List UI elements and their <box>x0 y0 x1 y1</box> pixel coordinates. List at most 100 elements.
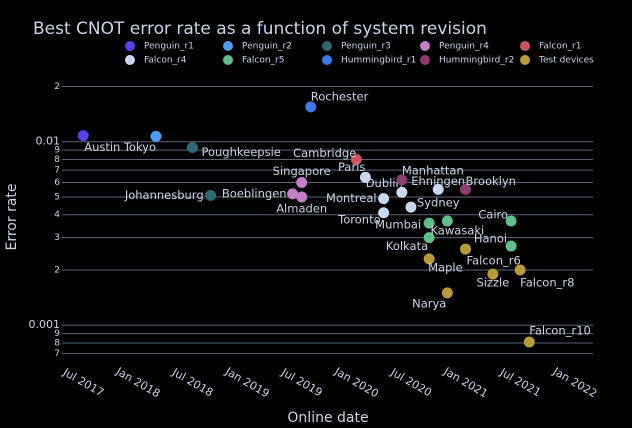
point-label: Kolkata <box>386 239 428 253</box>
legend-marker <box>223 41 233 51</box>
x-tick-label: Jul 2019 <box>278 365 324 399</box>
point <box>487 268 499 280</box>
point <box>460 243 472 255</box>
point <box>505 240 517 252</box>
point-label: Austin <box>84 140 120 154</box>
legend-marker <box>125 55 135 65</box>
point-label: Johannesburg <box>124 188 204 202</box>
point-label: Brooklyn <box>466 174 516 188</box>
y-axis-title: Error rate <box>4 183 20 250</box>
point-label: Sizzle <box>476 276 509 290</box>
legend-marker <box>420 41 430 51</box>
x-tick-label: Jul 2021 <box>497 365 543 399</box>
point-label: Falcon_r8 <box>520 275 574 289</box>
point <box>186 142 198 154</box>
x-tick-label: Jan 2022 <box>550 364 599 400</box>
legend-label: Hummingbird_r1 <box>341 56 416 66</box>
legend-label: Hummingbird_r2 <box>439 56 514 66</box>
y-tick-label: 8 <box>54 338 60 348</box>
legend-label: Falcon_r1 <box>539 42 581 52</box>
legend-label: Penguin_r2 <box>242 42 292 52</box>
point <box>405 201 417 213</box>
point <box>296 191 308 203</box>
point <box>423 232 435 244</box>
y-tick-label: 9 <box>54 146 60 156</box>
point <box>396 174 408 186</box>
point <box>287 188 299 200</box>
legend-marker <box>125 41 135 51</box>
point-label: Falcon_r10 <box>529 323 591 337</box>
point-label: Tokyo <box>123 140 156 154</box>
legend-marker <box>420 55 430 65</box>
point-label: Paris <box>338 160 365 174</box>
point-label: Ehningen <box>411 174 465 188</box>
chart-title: Best CNOT error rate as a function of sy… <box>33 19 487 39</box>
point-label: Toronto <box>337 212 380 226</box>
point-label: Sydney <box>417 196 460 210</box>
x-tick-label: Jan 2021 <box>441 364 490 400</box>
point <box>423 253 435 265</box>
y-tick-label: 7 <box>54 166 60 176</box>
legend-label: Falcon_r4 <box>144 56 187 66</box>
point <box>77 130 89 142</box>
point <box>305 101 317 113</box>
legend-marker <box>223 55 233 65</box>
point-label: Mumbai <box>375 218 421 232</box>
point <box>205 189 217 201</box>
point <box>378 193 390 205</box>
y-tick-label: 8 <box>54 155 60 165</box>
y-tick-label: 4 <box>54 210 60 220</box>
point-label: Cambridge <box>293 146 356 160</box>
point <box>423 217 435 229</box>
x-axis-title: Online date <box>287 410 368 426</box>
point <box>396 186 408 198</box>
point-label: Narya <box>412 296 446 310</box>
x-tick-label: Jul 2017 <box>60 365 106 399</box>
y-tick-label: 0.001 <box>29 318 61 331</box>
point <box>514 264 526 276</box>
point <box>150 130 162 142</box>
point-label: Boeblingen <box>222 186 287 200</box>
y-tick-label: 7 <box>54 349 60 359</box>
point <box>523 336 535 348</box>
legend-label: Penguin_r1 <box>144 42 194 52</box>
point-label: Maple <box>428 260 463 274</box>
y-tick-label: 6 <box>54 178 60 188</box>
legend-label: Test devices <box>538 56 594 66</box>
point-label: Singapore <box>273 164 331 178</box>
point-label: Montreal <box>326 191 377 205</box>
point-label: Hanoi <box>474 232 507 246</box>
y-tick-label: 2 <box>54 265 60 275</box>
y-tick-label: 0.01 <box>36 135 61 148</box>
point-label: Dublin <box>366 176 403 190</box>
point-label: Falcon_r6 <box>467 254 521 268</box>
point <box>441 215 453 227</box>
legend-marker <box>322 55 332 65</box>
legend-marker <box>520 41 530 51</box>
y-tick-label: 2 <box>54 82 60 92</box>
point <box>296 176 308 188</box>
y-tick-label: 9 <box>54 329 60 339</box>
point-label: Rochester <box>311 89 369 103</box>
legend-marker <box>520 55 530 65</box>
point <box>441 287 453 299</box>
legend-marker <box>322 41 332 51</box>
x-tick-label: Jan 2020 <box>331 364 380 400</box>
point-label: Kawasaki <box>430 223 484 237</box>
x-tick-label: Jan 2018 <box>113 364 162 400</box>
point <box>350 154 362 166</box>
x-tick-label: Jul 2020 <box>388 365 434 399</box>
point-label: Almaden <box>276 201 327 215</box>
y-tick-label: 5 <box>54 192 60 202</box>
point <box>432 183 444 195</box>
point-label: Cairo <box>478 207 508 221</box>
legend-label: Penguin_r3 <box>341 42 391 52</box>
y-tick-label: 3 <box>54 233 60 243</box>
point <box>378 207 390 219</box>
point <box>359 171 371 183</box>
legend-label: Falcon_r5 <box>242 56 284 66</box>
point-label: Poughkeepsie <box>201 145 280 159</box>
point <box>505 215 517 227</box>
